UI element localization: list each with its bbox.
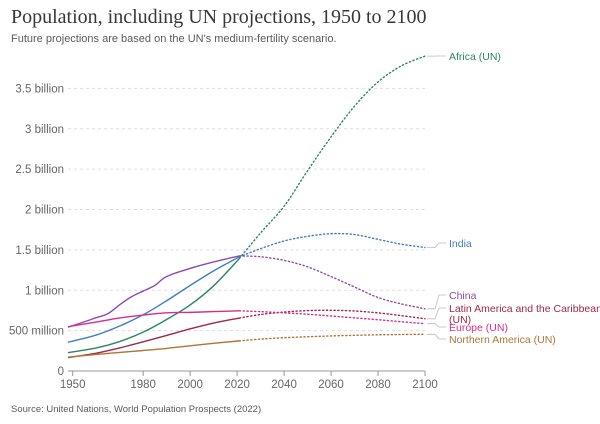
series-label: India: [449, 238, 472, 250]
series-line-historical: [67, 317, 240, 359]
x-tick-label: 2060: [318, 379, 344, 391]
y-tick-label: 0: [58, 366, 64, 378]
chart-title: Population, including UN projections, 19…: [11, 6, 427, 28]
y-tick-label: 2 billion: [25, 205, 64, 217]
series-lines: [67, 55, 426, 359]
x-tick-label: 2000: [177, 379, 203, 391]
y-tick-label: 1.5 billion: [15, 245, 64, 257]
label-leader-line: [427, 307, 446, 320]
grid-lines: [68, 87, 425, 332]
series-label-continued: (UN): [449, 314, 471, 326]
series-line-historical: [67, 310, 240, 328]
x-tick-label: 2020: [224, 379, 250, 391]
x-tick-label: 2040: [271, 379, 297, 391]
series-line-historical: [67, 257, 240, 354]
series-line-historical: [67, 255, 240, 328]
x-tick-label: 2100: [412, 379, 438, 391]
chart-subtitle: Future projections are based on the UN's…: [11, 33, 337, 45]
series-label: Africa (UN): [449, 51, 501, 63]
series-line-projection: [238, 333, 426, 342]
y-tick-label: 3.5 billion: [15, 83, 64, 95]
series-label: Latin America and the Caribbean: [449, 303, 600, 315]
label-leader-line: [427, 333, 446, 340]
x-tick-label: 2080: [365, 379, 391, 391]
label-leader-line: [427, 242, 446, 248]
x-tick-label: 1980: [130, 379, 156, 391]
y-tick-label: 1 billion: [25, 285, 64, 297]
y-tick-label: 3 billion: [25, 124, 64, 136]
series-label: China: [449, 290, 477, 302]
series-line-projection: [238, 310, 426, 325]
series-line-projection: [238, 255, 426, 310]
series-line-projection: [238, 55, 426, 260]
label-leader-line: [427, 323, 446, 328]
series-line-historical: [67, 340, 240, 358]
y-tick-label: 500 million: [9, 326, 64, 338]
series-label: Europe (UN): [449, 322, 508, 334]
label-leader-line: [427, 294, 446, 310]
y-axis-ticks: 0 500 million 1 billion 1.5 billion 2 billio…: [9, 83, 64, 378]
x-tick-label: 1950: [60, 379, 86, 391]
y-tick-label: 2.5 billion: [15, 164, 64, 176]
source-note: Source: United Nations, World Population…: [11, 404, 262, 415]
series-label: Northern America (UN): [449, 334, 556, 346]
series-line-historical: [67, 256, 240, 343]
series-line-projection: [238, 232, 426, 258]
series-line-projection: [238, 309, 426, 320]
x-axis: 1950 1980 2000 2020 2040 2060 2080 2100: [60, 370, 438, 391]
